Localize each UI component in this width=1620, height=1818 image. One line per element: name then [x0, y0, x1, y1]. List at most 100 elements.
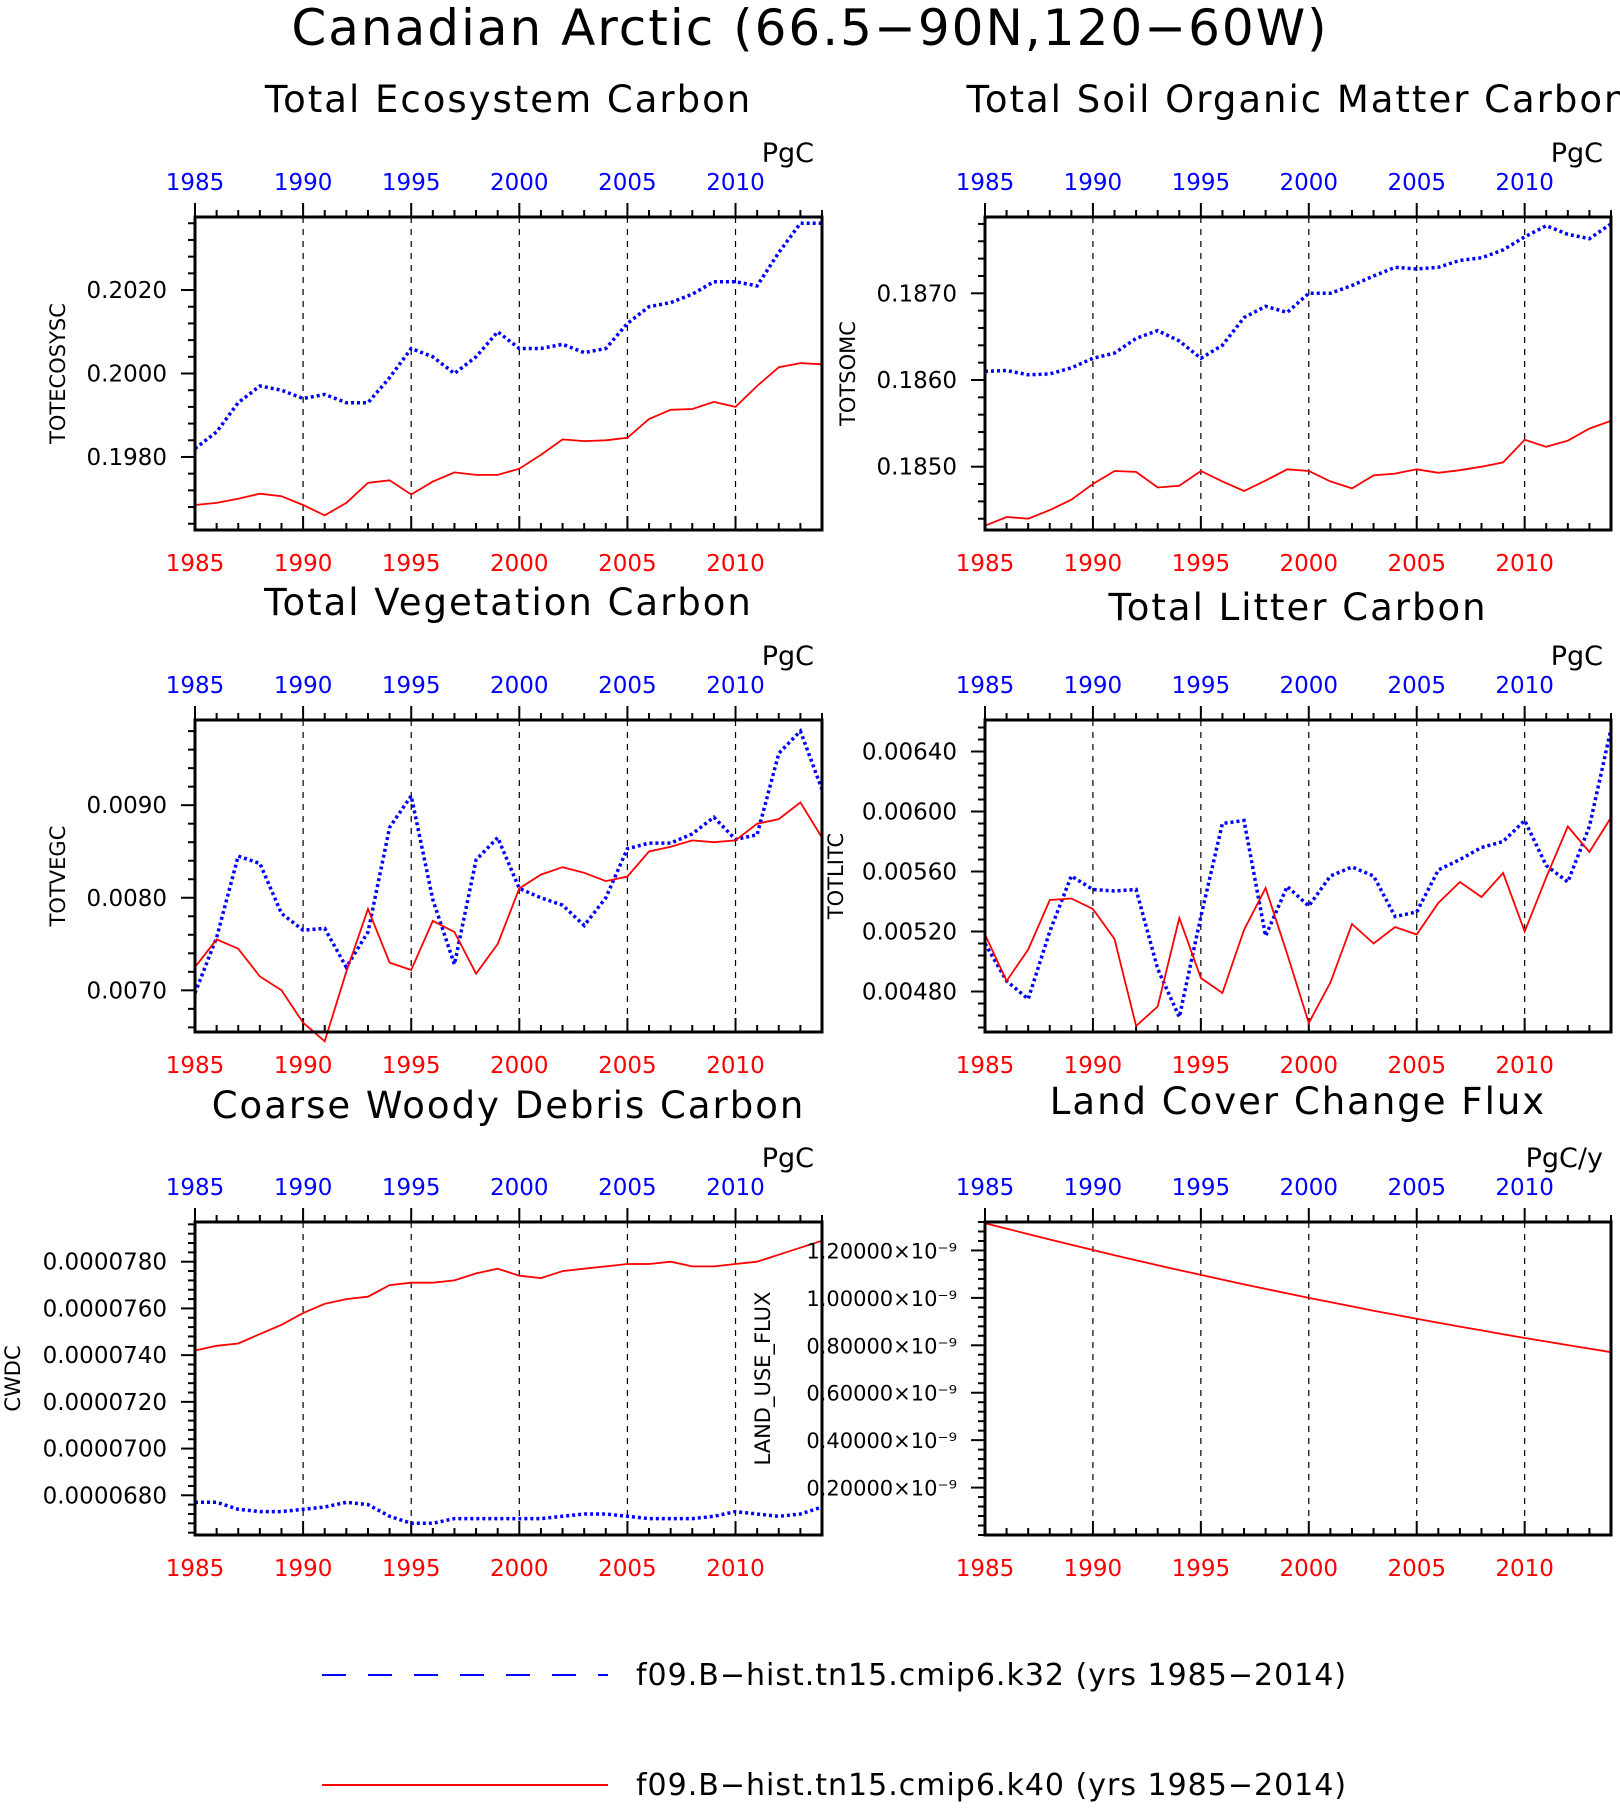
- x-tick-label-top: 1985: [166, 1175, 225, 1201]
- panel-6: Land Cover Change Flux PgC/y 1985 1985 1990 1…: [751, 1080, 1613, 1582]
- x-tick-label-bottom: 2000: [490, 1053, 549, 1079]
- x-tick-label-top: 1995: [382, 1175, 441, 1201]
- x-tick-label-top: 1995: [382, 673, 441, 699]
- y-tick-label: 0.1860: [877, 368, 957, 394]
- series-line-k40: [984, 419, 1612, 527]
- y-tick-label: 0.2020: [87, 278, 167, 304]
- x-tick-label-bottom: 1995: [382, 1053, 441, 1079]
- panel-2: Total Soil Organic Matter Carbon PgC 1985 1…: [836, 78, 1620, 577]
- x-tick-label-top: 2000: [1280, 673, 1339, 699]
- x-tick-label-bottom: 2005: [598, 551, 657, 577]
- y-tick-label: 0.0090: [87, 793, 167, 819]
- x-tick-label-top: 1995: [1172, 170, 1231, 196]
- series-line-k32: [193, 221, 822, 450]
- unit-label: PgC: [762, 138, 814, 169]
- x-tick-label-top: 1990: [274, 1175, 333, 1201]
- x-tick-label-top: 2010: [1495, 1175, 1554, 1201]
- x-tick-label-bottom: 2005: [1387, 551, 1446, 577]
- x-tick-label-top: 1990: [274, 170, 333, 196]
- y-tick-label: 0.1870: [877, 281, 957, 307]
- y-tick-label: 0.1980: [87, 445, 167, 471]
- x-tick-label-bottom: 2010: [706, 1556, 765, 1582]
- y-tick-label: 0.40000×10⁻⁹: [806, 1429, 957, 1453]
- x-tick-label-top: 1995: [1172, 673, 1231, 699]
- unit-label: PgC/y: [1526, 1143, 1603, 1174]
- x-tick-label-bottom: 1985: [956, 1556, 1015, 1582]
- panel-1: Total Ecosystem Carbon PgC 1985 1985 1990 199…: [46, 78, 824, 577]
- panel-title: Total Ecosystem Carbon: [264, 78, 752, 121]
- series-line-k32: [193, 727, 824, 994]
- legend-label: f09.B−hist.tn15.cmip6.k32 (yrs 1985−2014…: [636, 1658, 1347, 1693]
- y-tick-label: 0.0000760: [43, 1296, 167, 1322]
- panel-4: Total Litter Carbon PgC 1985 1985 1990 1990 19…: [824, 586, 1613, 1079]
- x-tick-label-bottom: 1995: [1172, 551, 1231, 577]
- x-tick-label-bottom: 1985: [166, 1556, 225, 1582]
- unit-label: PgC: [1551, 138, 1603, 169]
- plot-frame: [193, 1220, 824, 1537]
- x-tick-label-top: 2010: [706, 170, 765, 196]
- panel-title: Total Vegetation Carbon: [263, 581, 753, 624]
- y-tick-label: 1.20000×10⁻⁹: [806, 1239, 957, 1263]
- x-tick-label-top: 2000: [490, 170, 549, 196]
- series-line-k32: [195, 1500, 823, 1526]
- series-line-k32: [984, 222, 1612, 377]
- x-tick-label-bottom: 2005: [1387, 1053, 1446, 1079]
- y-axis-label: TOTLITC: [824, 833, 848, 920]
- y-tick-label: 0.0000720: [43, 1390, 167, 1416]
- y-tick-label: 0.00560: [862, 860, 957, 886]
- x-tick-label-bottom: 1985: [166, 551, 225, 577]
- x-tick-label-top: 1985: [166, 170, 225, 196]
- x-tick-label-top: 2010: [1495, 170, 1554, 196]
- x-tick-label-top: 1990: [1064, 673, 1123, 699]
- x-tick-label-top: 1995: [382, 170, 441, 196]
- x-tick-label-bottom: 2000: [490, 551, 549, 577]
- panel-title: Total Litter Carbon: [1107, 586, 1487, 629]
- y-axis-label: CWDC: [1, 1345, 25, 1411]
- x-tick-label-top: 1985: [956, 170, 1015, 196]
- x-tick-label-bottom: 2005: [598, 1556, 657, 1582]
- plot-frame: [983, 718, 1613, 1034]
- panel-title: Coarse Woody Debris Carbon: [212, 1084, 806, 1127]
- y-axis-label: TOTSOMC: [836, 321, 860, 427]
- x-tick-label-top: 2005: [598, 673, 657, 699]
- y-tick-label: 0.0000700: [43, 1437, 167, 1463]
- series-line-k40: [194, 801, 823, 1043]
- x-tick-label-top: 1990: [1064, 1175, 1123, 1201]
- x-tick-label-bottom: 1995: [1172, 1053, 1231, 1079]
- x-tick-label-top: 2000: [490, 1175, 549, 1201]
- panel-3: Total Vegetation Carbon PgC 1985 1985 1990 19…: [46, 581, 824, 1079]
- y-tick-label: 0.0080: [87, 886, 167, 912]
- y-tick-label: 0.00480: [862, 980, 957, 1006]
- series-line-k40: [194, 1239, 823, 1352]
- y-tick-label: 1.00000×10⁻⁹: [806, 1287, 957, 1311]
- legend-label: f09.B−hist.tn15.cmip6.k40 (yrs 1985−2014…: [636, 1768, 1347, 1803]
- x-tick-label-top: 2005: [1387, 673, 1446, 699]
- x-tick-label-bottom: 1990: [274, 1556, 333, 1582]
- y-tick-label: 0.00520: [862, 920, 957, 946]
- x-tick-label-bottom: 1990: [1064, 1053, 1123, 1079]
- x-tick-label-bottom: 2000: [1280, 1556, 1339, 1582]
- x-tick-label-bottom: 2000: [490, 1556, 549, 1582]
- x-tick-label-bottom: 1995: [1172, 1556, 1231, 1582]
- panel-5: Coarse Woody Debris Carbon PgC 1985 1985 199…: [1, 1084, 824, 1582]
- x-tick-label-top: 2005: [1387, 170, 1446, 196]
- y-tick-label: 0.00640: [862, 740, 957, 766]
- y-tick-label: 0.00600: [862, 800, 957, 826]
- x-tick-label-top: 2000: [490, 673, 549, 699]
- plot-frame: [983, 1220, 1613, 1537]
- y-tick-label: 0.0000740: [43, 1343, 167, 1369]
- y-axis-label: LAND_USE_FLUX: [751, 1292, 776, 1466]
- x-tick-label-top: 2000: [1280, 170, 1339, 196]
- panel-title: Total Soil Organic Matter Carbon: [966, 78, 1620, 121]
- figure-title: Canadian Arctic (66.5−90N,120−60W): [291, 0, 1328, 57]
- x-tick-label-top: 1985: [956, 1175, 1015, 1201]
- x-tick-label-bottom: 2010: [706, 551, 765, 577]
- x-tick-label-bottom: 1990: [274, 1053, 333, 1079]
- series-line-k40: [984, 817, 1612, 1028]
- x-tick-label-top: 2005: [598, 170, 657, 196]
- x-tick-label-top: 1990: [274, 673, 333, 699]
- unit-label: PgC: [1551, 641, 1603, 672]
- series-line-k32: [983, 728, 1613, 1023]
- x-tick-label-top: 1985: [956, 673, 1015, 699]
